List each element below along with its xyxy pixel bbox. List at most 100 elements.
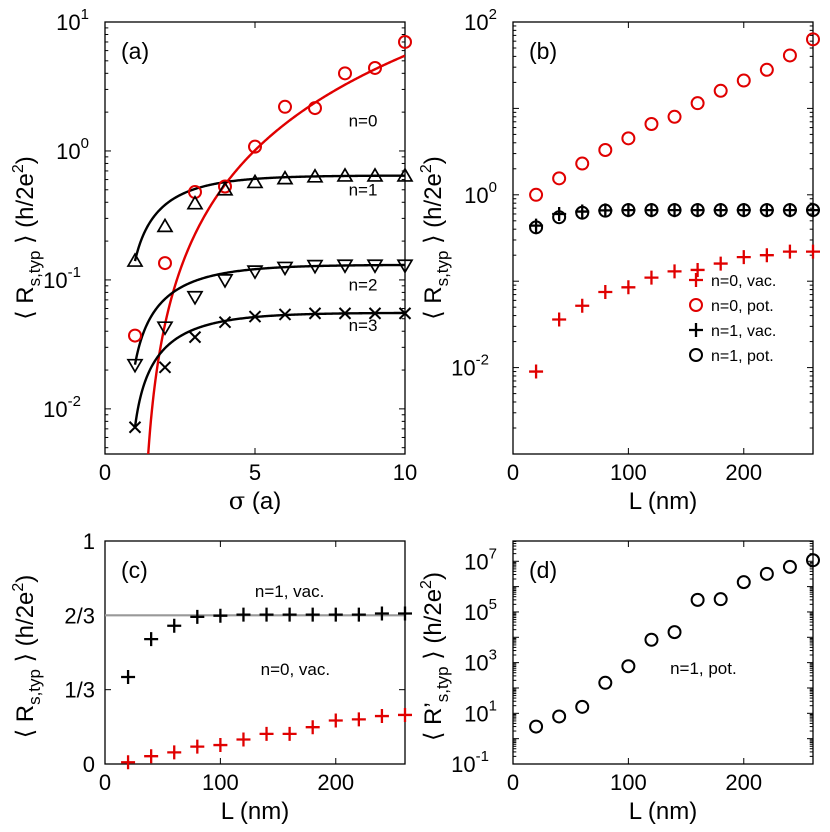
x-tick-label: 0 (99, 770, 111, 795)
data-point (126, 252, 144, 267)
data-point (621, 203, 636, 218)
data-point (736, 203, 751, 218)
data-point (336, 167, 354, 182)
data-point (218, 315, 232, 329)
data-point (351, 607, 366, 622)
y-axis-label: ⟨ Rs,typ ⟩ (h/2e2) (10, 156, 44, 320)
data-point (529, 220, 544, 235)
data-point (644, 270, 659, 285)
data-point (328, 713, 343, 728)
data-point (806, 32, 820, 47)
data-point (736, 73, 751, 88)
series-annotation: n=1, vac. (255, 582, 324, 601)
y-tick-label: 107 (464, 545, 497, 574)
panel-c: 0 100 200 0 1/3 2/3 1 n=1, vac. n=0, vac. (c) L (n… (10, 529, 412, 825)
data-point (248, 310, 262, 323)
fit-curve-n=1 (133, 174, 405, 262)
y-tick-label: 102 (464, 6, 497, 35)
legend-marker (689, 348, 703, 362)
data-point (552, 171, 567, 186)
data-point (158, 256, 172, 271)
y-tick-label: 10-1 (451, 748, 489, 777)
panel-d: 0 100 200 10-1 101 103 105 107 n=1, pot. (d) L (nm… (418, 540, 820, 825)
data-point (236, 732, 251, 747)
x-tick-label: 100 (202, 770, 239, 795)
data-point (782, 48, 797, 63)
data-point (736, 250, 751, 265)
data-point (190, 609, 205, 624)
y-tick-exponent: 2 (489, 6, 497, 23)
data-point (282, 726, 297, 741)
x-tick-label: 200 (725, 460, 762, 485)
data-point (713, 203, 728, 218)
data-point (529, 187, 544, 202)
y-tick-exponent: 0 (81, 135, 89, 152)
data-point (552, 709, 567, 724)
data-point (690, 96, 705, 111)
data-point (128, 421, 142, 434)
data-point (621, 280, 636, 295)
data-point (667, 203, 682, 218)
x-axis-label: L (nm) (221, 798, 289, 825)
data-point (759, 248, 774, 263)
data-point (529, 364, 544, 379)
data-point (398, 307, 412, 320)
data-point (305, 607, 320, 622)
data-point (276, 169, 294, 185)
data-point (575, 205, 590, 220)
fit-curve-n=2 (133, 263, 405, 365)
data-point (216, 274, 234, 289)
data-point (398, 707, 412, 722)
data-point (690, 203, 705, 218)
series-annotation: n=0 (349, 111, 378, 130)
data-point (598, 284, 613, 299)
data-point (575, 156, 590, 171)
data-point (126, 358, 144, 374)
data-point (552, 312, 567, 327)
y-tick-label: 100 (56, 135, 89, 164)
data-point (156, 217, 174, 233)
y-tick-exponent: 1 (489, 697, 497, 714)
y-axis-label: ⟨ R’s,typ ⟩ (h/2e2) (418, 572, 452, 741)
data-point (128, 328, 142, 343)
data-point (213, 738, 228, 753)
legend-entry: n=0, vac. (711, 273, 776, 290)
data-point (782, 244, 797, 259)
legend-marker (689, 323, 703, 337)
panel-label: (c) (121, 557, 148, 583)
data-point (690, 262, 705, 277)
panel-label: (d) (529, 557, 557, 583)
data-point (806, 553, 820, 568)
legend-marker (689, 298, 703, 312)
panel-label: (b) (529, 38, 557, 64)
x-tick-label: 100 (610, 770, 647, 795)
axes-box (512, 540, 814, 765)
data-point (398, 34, 412, 49)
data-point (806, 203, 820, 218)
data-point (713, 203, 728, 218)
data-point (396, 167, 414, 182)
data-point (396, 259, 414, 274)
x-axis-label: L (nm) (629, 488, 697, 515)
data-point (336, 259, 354, 274)
data-point (248, 139, 262, 154)
data-point (374, 606, 389, 621)
data-point (305, 720, 320, 735)
data-point (667, 625, 682, 640)
data-point (366, 167, 384, 182)
data-point (338, 66, 352, 81)
data-point (282, 607, 297, 622)
data-point (121, 670, 136, 685)
legend-entry: n=1, vac. (711, 323, 776, 340)
fit-curve-n=3 (133, 311, 405, 428)
data-point (216, 181, 234, 196)
data-point (144, 632, 159, 647)
y-tick-exponent: 0 (489, 179, 497, 196)
data-point (736, 203, 751, 218)
data-point (713, 83, 728, 98)
data-point (621, 203, 636, 218)
x-tick-label: 5 (249, 460, 261, 485)
axes-box (512, 21, 814, 455)
data-point (338, 307, 352, 320)
